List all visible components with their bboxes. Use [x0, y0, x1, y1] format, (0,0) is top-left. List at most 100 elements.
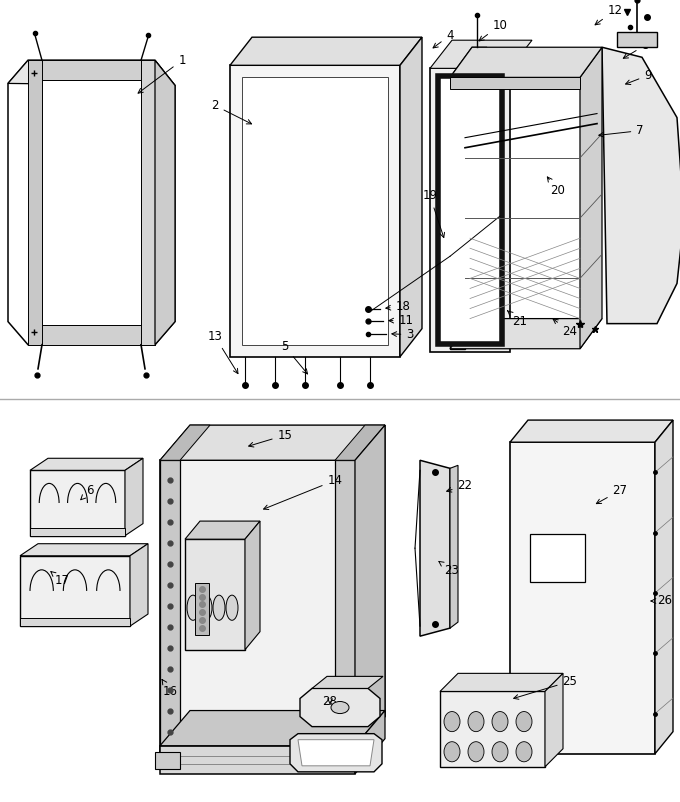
Polygon shape — [195, 583, 209, 634]
Text: 15: 15 — [249, 428, 292, 447]
Ellipse shape — [492, 711, 508, 731]
Polygon shape — [335, 425, 385, 460]
Polygon shape — [430, 40, 532, 68]
Text: 22: 22 — [447, 479, 473, 492]
Text: 10: 10 — [479, 18, 507, 41]
Polygon shape — [28, 60, 42, 345]
Polygon shape — [28, 60, 155, 80]
Polygon shape — [160, 425, 210, 460]
Text: 2: 2 — [211, 99, 252, 124]
Ellipse shape — [468, 711, 484, 731]
Ellipse shape — [187, 595, 199, 620]
Text: 7: 7 — [599, 124, 644, 137]
Text: 5: 5 — [282, 340, 307, 374]
Polygon shape — [300, 688, 380, 727]
Polygon shape — [450, 318, 602, 349]
Polygon shape — [141, 60, 155, 345]
Polygon shape — [160, 711, 385, 746]
Polygon shape — [242, 77, 388, 345]
Text: 9: 9 — [626, 69, 651, 84]
Ellipse shape — [200, 595, 212, 620]
Polygon shape — [617, 32, 657, 47]
Text: 1: 1 — [138, 54, 186, 93]
Polygon shape — [155, 60, 175, 345]
Polygon shape — [160, 460, 355, 751]
Polygon shape — [20, 556, 130, 626]
Polygon shape — [30, 528, 125, 536]
Ellipse shape — [444, 742, 460, 762]
Ellipse shape — [516, 711, 532, 731]
Ellipse shape — [516, 742, 532, 762]
Ellipse shape — [331, 702, 349, 714]
Polygon shape — [450, 47, 602, 77]
Polygon shape — [20, 544, 148, 556]
Text: 24: 24 — [553, 319, 577, 338]
Text: 17: 17 — [51, 572, 69, 587]
Polygon shape — [440, 674, 563, 691]
Polygon shape — [335, 460, 355, 751]
Polygon shape — [30, 458, 143, 470]
Polygon shape — [312, 676, 383, 688]
Text: 16: 16 — [162, 679, 177, 698]
Polygon shape — [580, 47, 602, 349]
Polygon shape — [400, 37, 422, 357]
Polygon shape — [290, 734, 382, 772]
Polygon shape — [510, 420, 673, 442]
Polygon shape — [450, 47, 487, 77]
Polygon shape — [450, 77, 465, 349]
Polygon shape — [450, 465, 458, 628]
Text: 29: 29 — [311, 747, 326, 760]
Ellipse shape — [468, 742, 484, 762]
Polygon shape — [440, 691, 545, 767]
Text: 14: 14 — [264, 474, 343, 509]
Polygon shape — [8, 60, 175, 86]
Polygon shape — [450, 77, 580, 90]
Polygon shape — [185, 539, 245, 650]
Text: 21: 21 — [507, 310, 528, 328]
Polygon shape — [42, 80, 141, 325]
Polygon shape — [125, 458, 143, 536]
Text: 8: 8 — [624, 38, 649, 59]
Text: 11: 11 — [389, 314, 413, 327]
Polygon shape — [8, 60, 175, 345]
Polygon shape — [510, 442, 655, 754]
Polygon shape — [160, 746, 355, 774]
Polygon shape — [530, 534, 585, 582]
Text: 6: 6 — [81, 484, 94, 500]
Text: 25: 25 — [513, 675, 577, 699]
Polygon shape — [655, 420, 673, 754]
Ellipse shape — [213, 595, 225, 620]
Polygon shape — [355, 425, 385, 751]
Polygon shape — [545, 674, 563, 767]
Polygon shape — [230, 37, 422, 65]
Polygon shape — [160, 460, 180, 751]
Polygon shape — [130, 544, 148, 626]
Text: 27: 27 — [596, 484, 628, 504]
Text: 19: 19 — [422, 189, 445, 237]
Polygon shape — [30, 470, 125, 536]
Polygon shape — [245, 521, 260, 650]
Polygon shape — [438, 76, 502, 344]
Text: 26: 26 — [651, 594, 673, 607]
Polygon shape — [430, 68, 510, 352]
Polygon shape — [420, 460, 450, 636]
Ellipse shape — [492, 742, 508, 762]
Polygon shape — [355, 711, 385, 774]
Text: 3: 3 — [392, 328, 413, 341]
Text: 23: 23 — [439, 561, 460, 577]
Polygon shape — [355, 425, 385, 751]
Text: 12: 12 — [595, 3, 622, 25]
Polygon shape — [230, 65, 400, 357]
Polygon shape — [298, 739, 374, 766]
Polygon shape — [155, 751, 180, 769]
Text: 4: 4 — [433, 29, 454, 48]
Polygon shape — [185, 521, 260, 539]
Polygon shape — [28, 325, 155, 345]
Polygon shape — [602, 47, 680, 324]
Text: 20: 20 — [547, 177, 566, 197]
Text: 13: 13 — [207, 330, 238, 374]
Polygon shape — [160, 425, 385, 460]
Ellipse shape — [226, 595, 238, 620]
Text: 18: 18 — [386, 300, 411, 313]
Polygon shape — [20, 618, 130, 626]
